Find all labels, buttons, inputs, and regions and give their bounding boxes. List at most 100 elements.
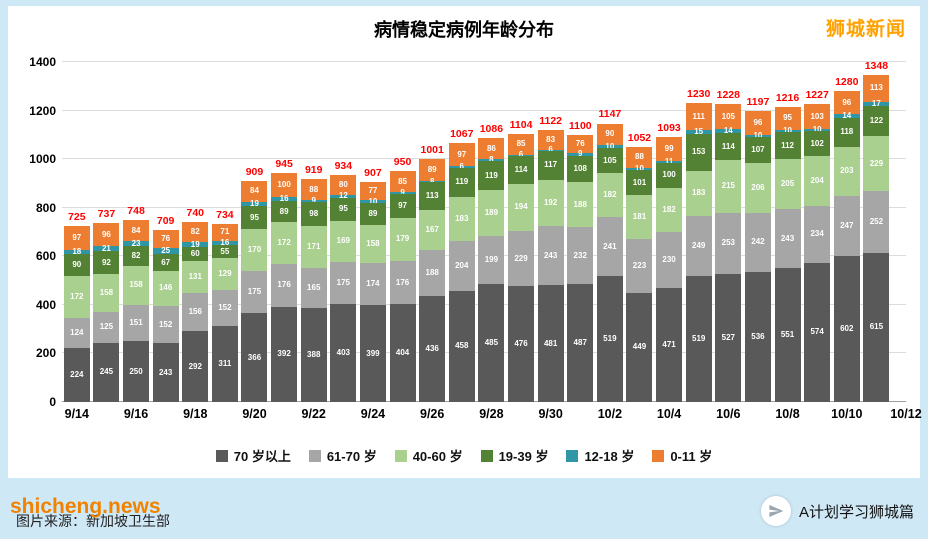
bar-segment: 77 [359, 181, 386, 201]
bar-segment-value: 19 [190, 239, 200, 249]
bar-segment: 113 [419, 182, 446, 210]
bar-segment: 158 [359, 224, 386, 263]
bar-segment: 292 [182, 331, 209, 402]
brand-top-right: 狮城新闻 [825, 19, 906, 40]
bar-segment-value: 88 [309, 184, 319, 194]
bar-segment-value: 82 [131, 251, 141, 261]
bar-segment-value: 471 [662, 339, 676, 349]
bar-segment: 10 [774, 127, 801, 135]
bar-segment-value: 101 [632, 177, 647, 187]
chart-title: 病情稳定病例年龄分布 [374, 20, 554, 40]
bar-total: 1104 [509, 118, 533, 131]
bar-segment-value: 249 [692, 240, 706, 250]
bar-segment: 481 [537, 285, 564, 402]
bar-segment-value: 129 [218, 268, 232, 278]
bar-segment-value: 8 [489, 155, 494, 165]
bar-segment: 102 [804, 131, 831, 157]
bar-segment: 19 [182, 239, 209, 249]
bar-segment: 194 [508, 183, 535, 231]
bar-segment-value: 113 [869, 83, 883, 93]
bar-segment-value: 18 [72, 246, 82, 256]
bar-total: 734 [216, 208, 234, 221]
bar-segment: 6 [448, 163, 475, 171]
bar-segment: 88 [626, 146, 653, 168]
bar-segment: 82 [182, 222, 209, 243]
bar-segment-value: 165 [307, 282, 321, 292]
bar-segment: 9 [389, 189, 416, 197]
bar-segment-value: 247 [840, 220, 854, 230]
bar-9/14: 97 18 90 172 124 224 725 [63, 211, 90, 402]
bar-segment: 97 [63, 225, 90, 250]
bar-segment-value: 536 [751, 331, 765, 341]
bar-segment-value: 98 [309, 209, 319, 219]
bar-segment-value: 181 [632, 211, 647, 221]
legend-swatch-icon [215, 449, 228, 462]
bar-segment: 105 [596, 147, 623, 174]
bar-segment-value: 119 [455, 177, 469, 187]
legend-swatch-icon [480, 449, 493, 462]
bar-segment-value: 89 [368, 208, 378, 218]
bar-segment-value: 114 [514, 164, 528, 174]
legend-label: 70 岁以上 [233, 449, 291, 464]
bar-segment: 615 [863, 252, 890, 402]
bar-segment: 188 [419, 250, 446, 297]
bar-segment-value: 6 [459, 162, 465, 172]
bar-segment: 158 [123, 266, 150, 305]
bar-segment: 95 [774, 106, 801, 130]
bar-segment: 8 [419, 177, 446, 185]
bar-segment-value: 92 [101, 257, 111, 267]
bar-segment: 487 [567, 283, 594, 402]
bar-10/3: 88 10 101 181 223 449 1052 [626, 132, 653, 402]
bar-segment-value: 77 [368, 186, 378, 196]
bar-segment-value: 242 [751, 237, 765, 247]
bar-total: 709 [156, 214, 175, 227]
bar-segment-value: 100 [277, 179, 291, 189]
bar-segment-value: 156 [188, 307, 202, 317]
bar-segment: 366 [241, 313, 268, 402]
bar-segment-value: 519 [692, 333, 706, 343]
legend-item: 12-18 岁 [566, 446, 634, 465]
bar-segment-value: 252 [869, 217, 884, 227]
bar-total: 1147 [598, 108, 622, 121]
bar-segment: 101 [626, 170, 653, 195]
bar-segment-value: 436 [425, 344, 439, 354]
bar-segment: 15 [685, 128, 712, 136]
bar-segment-value: 95 [783, 113, 792, 123]
bar-segment: 574 [804, 262, 831, 402]
bar-total: 1122 [539, 114, 563, 127]
bar-segment: 80 [330, 175, 357, 195]
bar-segment-value: 152 [158, 319, 173, 329]
bar-segment: 153 [685, 133, 712, 172]
bar-segment-value: 60 [190, 249, 200, 259]
y-tick-label: 800 [35, 200, 56, 215]
x-axis-label: 9/26 [420, 407, 445, 421]
bar-segment-value: 25 [161, 246, 171, 256]
bar-total: 1067 [450, 127, 474, 140]
bar-segment: 16 [271, 193, 298, 203]
bar-segment: 131 [182, 261, 209, 294]
bar-segment: 17 [863, 100, 890, 108]
bar-segment-value: 476 [514, 339, 528, 349]
bar-total: 1093 [657, 121, 681, 134]
bar-segment-value: 111 [692, 111, 705, 121]
bar-total: 725 [68, 210, 86, 223]
bar-segment: 89 [359, 202, 386, 225]
bar-segment-value: 10 [812, 125, 822, 135]
bar-segment-value: 223 [632, 260, 647, 270]
bar-segment: 172 [63, 275, 90, 318]
bar-segment-value: 189 [484, 207, 499, 217]
bar-segment-value: 85 [398, 176, 407, 186]
bar-segment: 97 [448, 142, 475, 167]
bar-segment: 95 [241, 206, 268, 230]
legend-label: 12-18 岁 [584, 449, 635, 464]
bar-segment: 182 [596, 173, 623, 218]
bar-segment: 476 [508, 286, 535, 402]
bar-segment-value: 16 [279, 193, 289, 203]
bar-segment: 182 [656, 187, 683, 232]
bar-segment: 404 [389, 303, 416, 402]
y-tick-label: 0 [49, 395, 56, 409]
bar-segment: 16 [211, 238, 238, 246]
bar-segment: 19 [241, 199, 268, 207]
bar-segment: 311 [211, 326, 238, 402]
bar-total: 1227 [805, 89, 829, 102]
